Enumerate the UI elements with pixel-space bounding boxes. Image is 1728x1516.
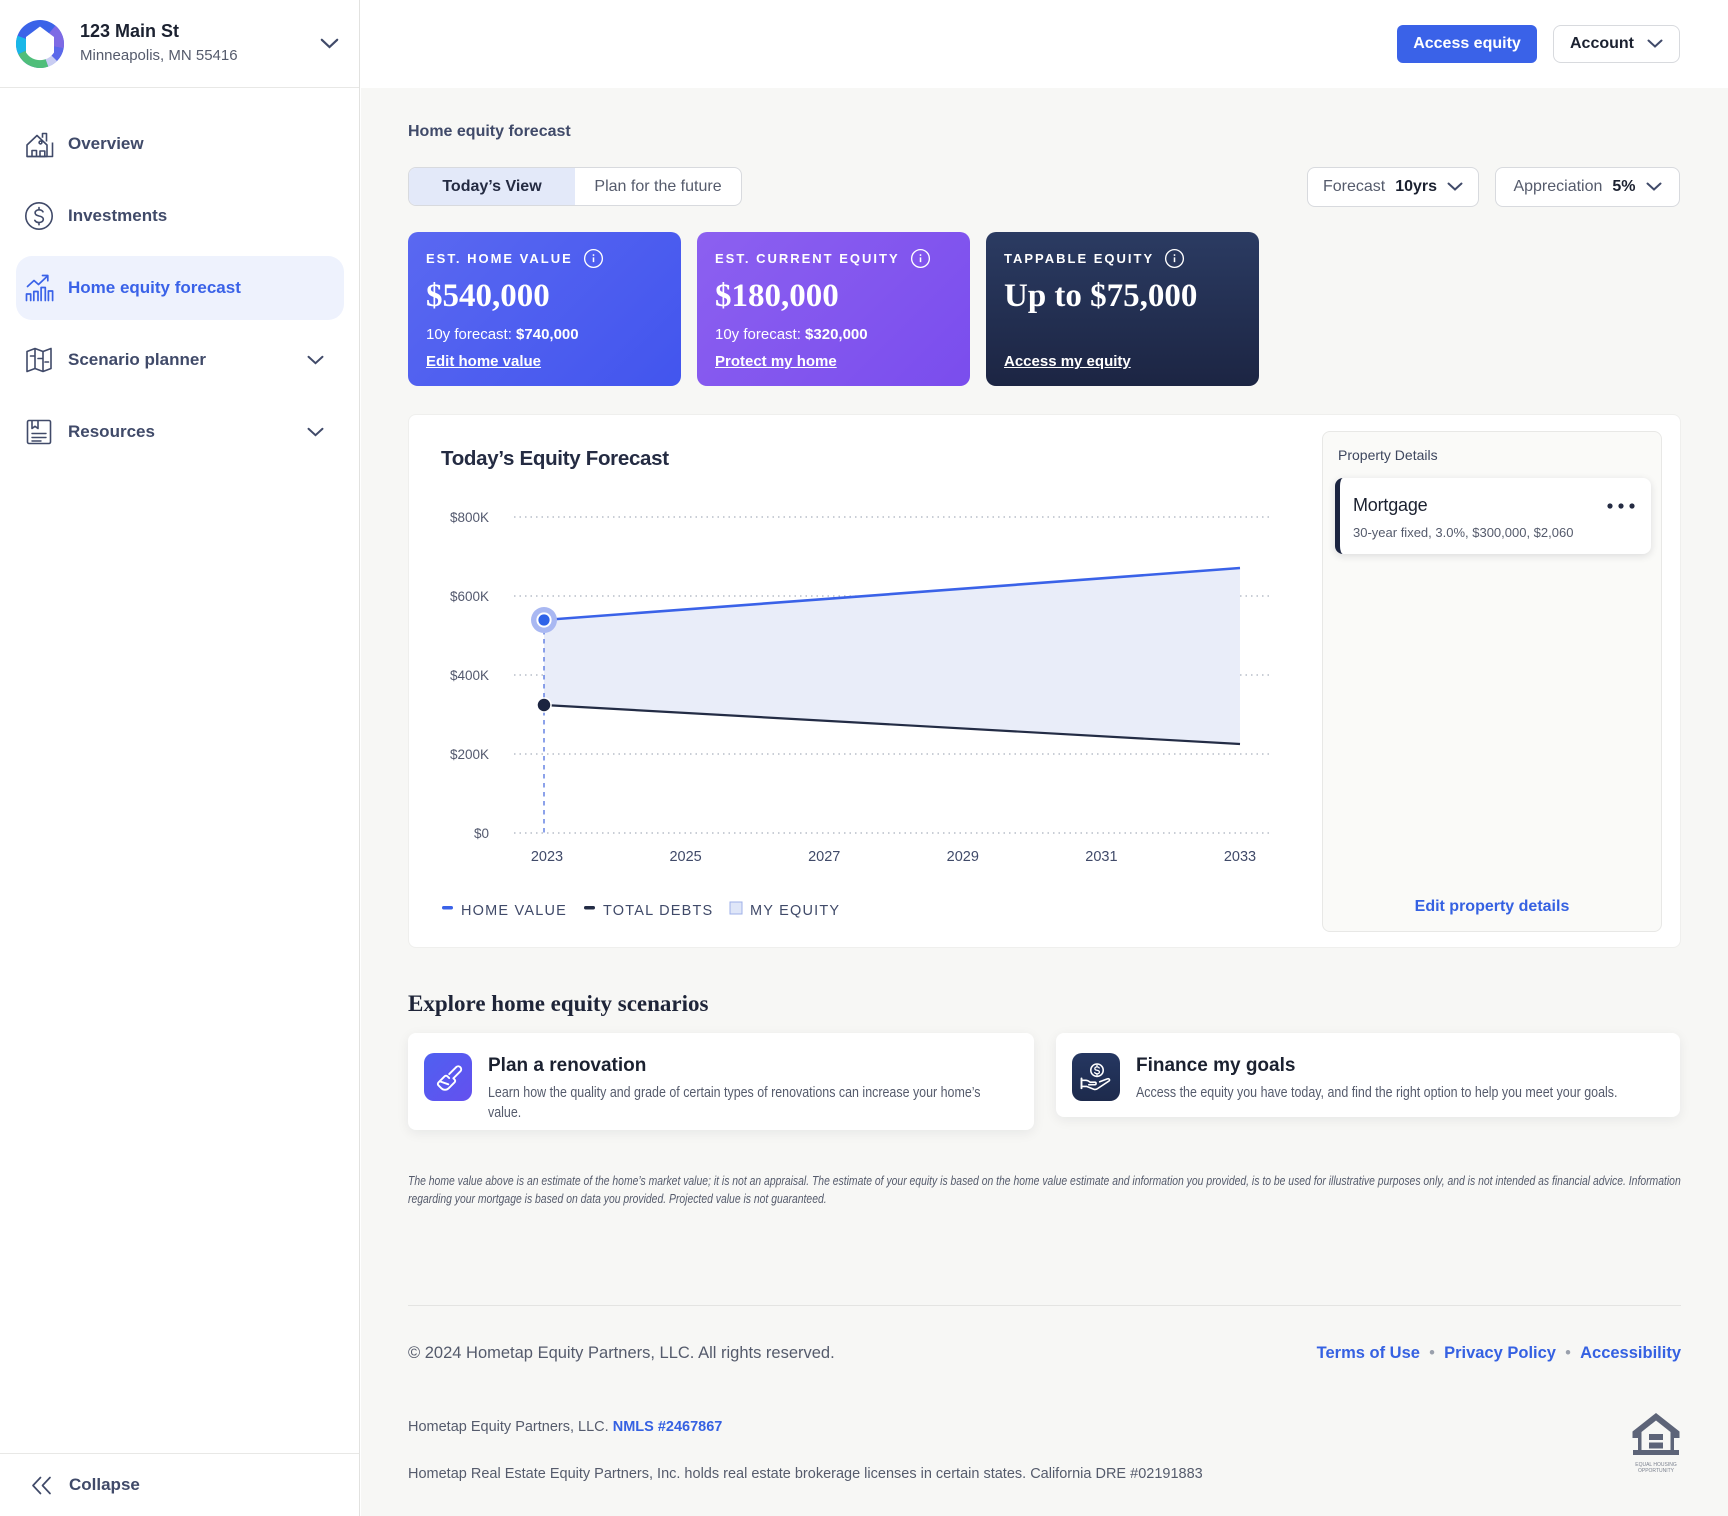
svg-text:TOTAL DEBTS: TOTAL DEBTS [603, 903, 713, 919]
svg-text:MY EQUITY: MY EQUITY [750, 903, 840, 919]
svg-text:2027: 2027 [808, 849, 840, 865]
svg-text:2029: 2029 [947, 849, 979, 865]
svg-text:$0: $0 [474, 826, 489, 841]
svg-text:2023: 2023 [531, 849, 563, 865]
svg-text:$200K: $200K [450, 747, 489, 762]
svg-text:HOME VALUE: HOME VALUE [461, 903, 567, 919]
svg-text:2033: 2033 [1224, 849, 1256, 865]
svg-text:2031: 2031 [1085, 849, 1117, 865]
svg-text:2025: 2025 [669, 849, 701, 865]
svg-text:$600K: $600K [450, 589, 489, 604]
svg-text:$400K: $400K [450, 668, 489, 683]
svg-text:$800K: $800K [450, 510, 489, 525]
